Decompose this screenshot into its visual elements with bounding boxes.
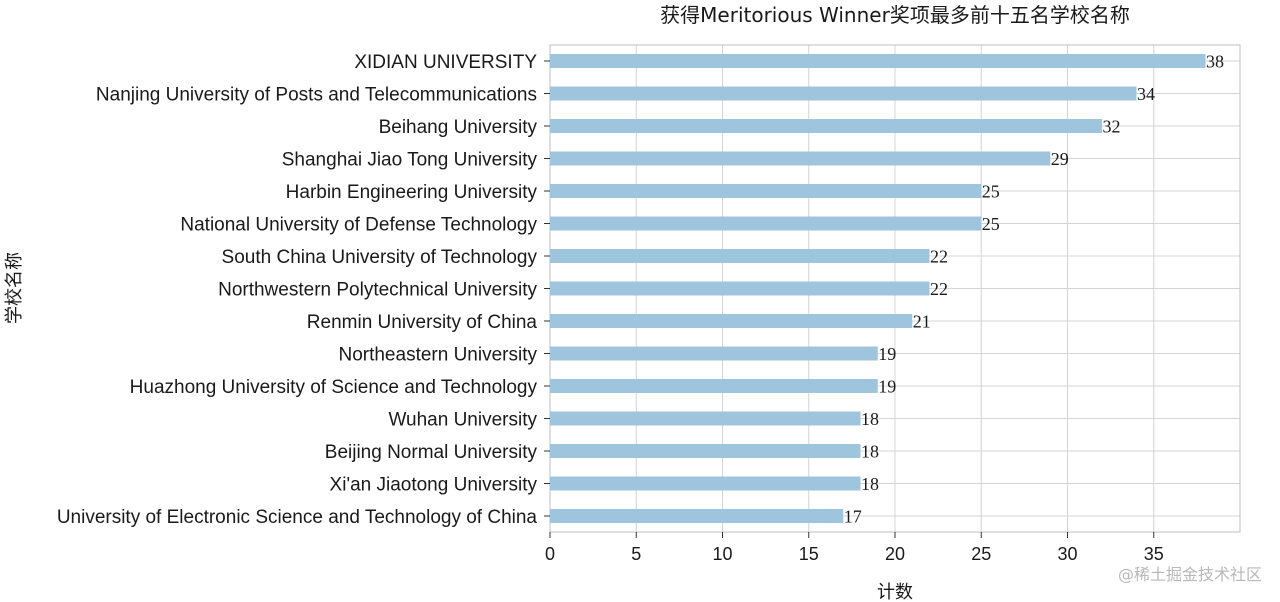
data-label: 19	[878, 377, 896, 397]
data-label: 19	[878, 344, 896, 364]
bar	[550, 444, 861, 458]
y-tick-label: Xi'an Jiaotong University	[330, 475, 538, 496]
x-tick-labels: 0 5 10 15 20 25 30 35	[545, 532, 1164, 564]
bar	[550, 509, 844, 523]
bar	[550, 476, 861, 491]
data-label: 18	[861, 442, 879, 462]
x-axis-label: 计数	[877, 582, 913, 602]
y-tick-label: Wuhan University	[388, 410, 537, 431]
bar	[550, 86, 1137, 101]
data-label: 18	[861, 409, 879, 429]
bar	[550, 411, 861, 426]
y-tick-label: National University of Defense Technolog…	[180, 215, 537, 236]
x-tick-label: 5	[631, 544, 641, 564]
bar	[550, 216, 982, 231]
bar	[550, 346, 878, 361]
y-tick-label: Huazhong University of Science and Techn…	[130, 377, 538, 398]
data-label: 32	[1103, 117, 1121, 137]
bar	[550, 379, 878, 393]
data-label: 34	[1137, 84, 1155, 104]
x-tick-label: 25	[971, 544, 991, 564]
data-label: 18	[861, 474, 879, 494]
y-tick-labels: XIDIAN UNIVERSITY Nanjing University of P…	[57, 52, 550, 528]
x-tick-label: 0	[545, 544, 555, 564]
x-tick-label: 15	[799, 544, 819, 564]
data-labels: 38 34 32 29 25 25 22 22 21 19 19 18 18 18 17	[844, 52, 1224, 527]
y-tick-label: South China University of Technology	[222, 247, 538, 268]
data-label: 29	[1051, 149, 1069, 169]
data-label: 25	[982, 214, 1000, 234]
bar	[550, 151, 1051, 166]
watermark-text: @稀土掘金技术社区	[1118, 565, 1262, 584]
bar	[550, 54, 1206, 68]
y-tick-label: Renmin University of China	[307, 312, 538, 333]
data-label: 25	[982, 182, 1000, 202]
data-label: 38	[1206, 52, 1224, 72]
x-tick-label: 30	[1057, 544, 1077, 564]
data-label: 17	[844, 507, 862, 527]
bar	[550, 119, 1102, 133]
data-label: 21	[913, 312, 931, 332]
y-tick-label: Harbin Engineering University	[286, 182, 538, 203]
chart-title: 获得Meritorious Winner奖项最多前十五名学校名称	[660, 3, 1130, 27]
x-tick-label: 10	[712, 544, 732, 564]
y-tick-label: Beijing Normal University	[325, 442, 538, 463]
bar	[550, 249, 930, 263]
y-tick-label: Northeastern University	[338, 345, 537, 366]
y-tick-label: Nanjing University of Posts and Telecomm…	[96, 85, 537, 106]
x-tick-label: 20	[885, 544, 905, 564]
y-tick-label: XIDIAN UNIVERSITY	[354, 52, 537, 73]
bars-layer	[550, 54, 1206, 523]
y-tick-label: University of Electronic Science and Tec…	[57, 507, 538, 528]
data-label: 22	[930, 279, 948, 299]
y-tick-label: Northwestern Polytechnical University	[218, 280, 537, 301]
bar	[550, 281, 930, 296]
bar	[550, 314, 913, 328]
y-tick-label: Shanghai Jiao Tong University	[282, 150, 538, 171]
y-tick-label: Beihang University	[379, 117, 538, 138]
data-label: 22	[930, 247, 948, 267]
bar	[550, 184, 982, 198]
y-axis-label: 学校名称	[4, 252, 25, 324]
x-tick-label: 35	[1144, 544, 1164, 564]
